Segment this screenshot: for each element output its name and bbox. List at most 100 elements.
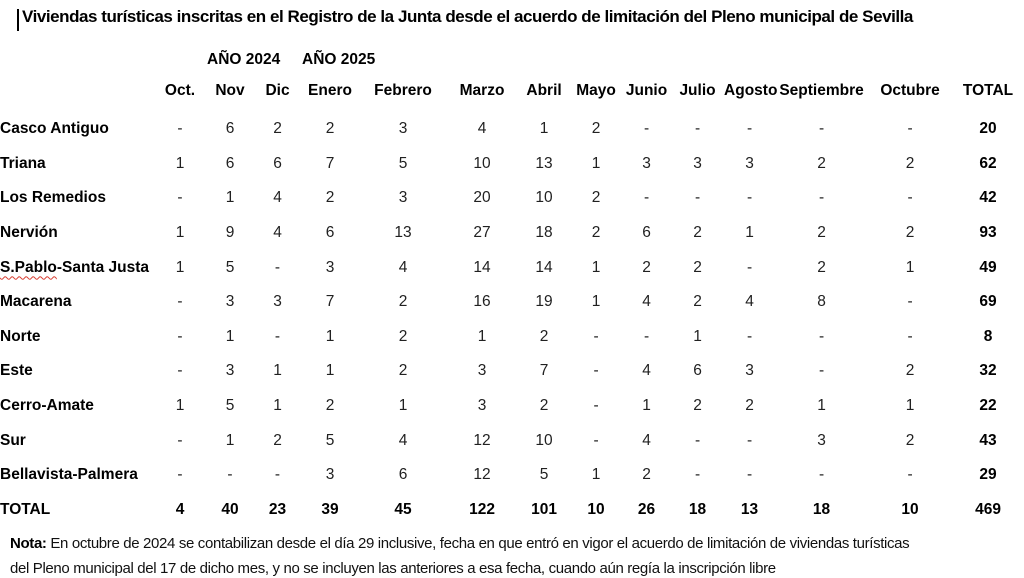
cell-value: 12 (473, 466, 491, 484)
cell-value: - (643, 120, 650, 138)
year-labels-row: AÑO 2024 AÑO 2025 (0, 44, 1024, 76)
cell-value: 2 (693, 224, 702, 242)
cell-value: 8 (817, 293, 826, 311)
table-row: Bellavista-Palmera - - -3 6 12 5 1 2- - - -29 (0, 458, 1024, 493)
column-header: Mayo (576, 82, 616, 99)
row-label: Los Remedios (0, 189, 106, 207)
column-header: Septiembre (779, 82, 864, 99)
cell-value: 6 (693, 362, 702, 380)
cell-value: 32 (979, 362, 997, 380)
cell-value: 7 (325, 293, 335, 311)
cell-value: 4 (273, 189, 282, 207)
table-row: Los Remedios -1 4 2 3 20 10 2- - - - -42 (0, 181, 1024, 216)
cell-value: 101 (531, 500, 557, 518)
cell-value: 1 (175, 224, 185, 242)
cell-value: 2 (273, 431, 282, 449)
table-row: Norte - 1 - 1 2 1 2 - - 1 - - - 8 (0, 320, 1024, 355)
cell-value: 4 (398, 431, 408, 449)
cell-value: 122 (469, 500, 495, 518)
cell-value: - (746, 466, 753, 484)
cell-value: 3 (398, 189, 408, 207)
column-header: Marzo (459, 82, 505, 99)
cell-value: 1 (325, 362, 335, 380)
cell-value: 2 (745, 397, 754, 415)
cell-value: 29 (979, 466, 997, 484)
cell-value: - (643, 189, 650, 207)
cell-value: 22 (979, 397, 997, 415)
cell-value: 12 (473, 431, 491, 449)
cell-value: - (746, 120, 753, 138)
year-spacer (0, 44, 205, 76)
row-label: Cerro-Amate (0, 397, 94, 415)
cell-value: 4 (642, 431, 651, 449)
cell-value: - (694, 466, 701, 484)
cell-value: 469 (975, 500, 1001, 518)
cell-value: 3 (398, 120, 408, 138)
table-row: Triana 1 6 6 7 5 10 13 1 3 3 3 2 2 62 (0, 147, 1024, 182)
text-cursor (17, 9, 19, 31)
cell-value: - (177, 466, 183, 484)
cell-value: 6 (225, 154, 235, 172)
column-header: TOTAL (962, 82, 1014, 99)
cell-value: - (907, 466, 913, 484)
cell-value: 3 (745, 362, 754, 380)
cell-value: 93 (979, 224, 997, 242)
cell-value: 3 (817, 431, 826, 449)
cell-value: 1 (591, 258, 601, 276)
cell-value: - (274, 258, 281, 276)
cell-value: 6 (273, 154, 282, 172)
year-label-2025: AÑO 2025 (302, 51, 376, 68)
cell-value: 6 (642, 224, 651, 242)
cell-value: 49 (979, 258, 997, 276)
cell-value: 1 (745, 224, 754, 242)
cell-value: 1 (693, 327, 702, 345)
cell-value: 13 (740, 500, 759, 518)
cell-value: 62 (979, 154, 997, 172)
cell-value: 18 (688, 500, 707, 518)
cell-value: 1 (175, 397, 185, 415)
corner-spacer (0, 76, 155, 106)
cell-value: 45 (394, 500, 412, 518)
cell-value: - (818, 327, 825, 345)
cell-value: 1 (539, 120, 549, 138)
row-label: S.Pablo-Santa Justa (0, 250, 155, 285)
cell-value: 9 (225, 224, 235, 242)
cell-value: 4 (398, 258, 408, 276)
row-label: Nervión (0, 224, 58, 242)
column-header: Nov (215, 82, 245, 99)
cell-value: 14 (535, 258, 553, 276)
cell-value: - (177, 362, 183, 380)
footnote: Nota: En octubre de 2024 se contabilizan… (10, 531, 910, 578)
row-label-rest: -Santa Justa (56, 258, 150, 276)
cell-value: 2 (642, 466, 651, 484)
cell-value: 6 (225, 120, 235, 138)
cell-value: - (177, 189, 183, 207)
column-header: Enero (308, 82, 352, 99)
cell-value: 1 (273, 362, 282, 380)
registrations-table: AÑO 2024 AÑO 2025 Oct. Nov Dic Enero Febrero Ma… (0, 44, 1024, 527)
cell-value: 2 (398, 362, 408, 380)
cell-value: - (818, 189, 825, 207)
row-label: TOTAL (0, 500, 51, 518)
table-row: Este - 3 1 1 2 3 7 - 4 6 3 - 2 32 (0, 354, 1024, 389)
cell-value: 23 (268, 500, 287, 518)
cell-value: 1 (273, 397, 282, 415)
column-header: Julio (679, 82, 716, 99)
column-header: Oct. (164, 82, 196, 99)
column-header: Junio (625, 82, 668, 99)
year-label-2024: AÑO 2024 (207, 51, 281, 68)
cell-value: 4 (745, 293, 754, 311)
cell-value: 69 (979, 293, 997, 311)
table-row: S.Pablo-Santa Justa 1 5 - 3 4 14 14 1 2 2 - 2 1 49 (0, 250, 1024, 285)
cell-value: 1 (175, 258, 185, 276)
footnote-text-2: del Pleno municipal del 17 de dicho mes,… (10, 560, 776, 577)
cell-value: - (643, 327, 650, 345)
cell-value: 5 (225, 397, 235, 415)
cell-value: 3 (273, 293, 282, 311)
cell-value: - (177, 431, 183, 449)
cell-value: 14 (473, 258, 491, 276)
row-label: Este (0, 362, 33, 380)
cell-value: 6 (325, 224, 335, 242)
cell-value: - (907, 327, 913, 345)
cell-value: 2 (817, 154, 826, 172)
